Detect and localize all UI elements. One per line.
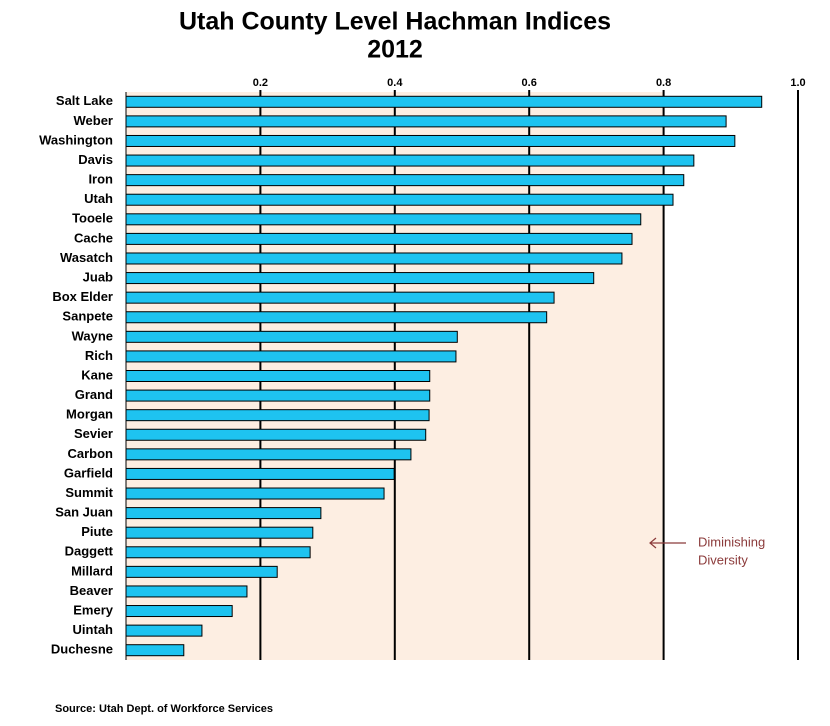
annotation: Diversity bbox=[698, 552, 748, 567]
y-tick-label: Carbon bbox=[68, 446, 114, 461]
bar bbox=[125, 389, 431, 402]
bar bbox=[125, 213, 642, 226]
bar bbox=[125, 467, 395, 480]
y-tick-label: Cache bbox=[74, 230, 113, 245]
chart-subtitle: 2012 bbox=[367, 36, 423, 64]
y-tick-label: Beaver bbox=[70, 583, 113, 598]
y-tick-label: Weber bbox=[74, 113, 114, 128]
bar bbox=[125, 291, 555, 304]
y-tick-label: Grand bbox=[75, 387, 113, 402]
bar bbox=[125, 330, 458, 343]
x-tick-label: 0.8 bbox=[656, 77, 671, 89]
x-tick-label: 1.0 bbox=[790, 77, 805, 89]
y-tick-label: Box Elder bbox=[52, 289, 113, 304]
chart-title: Utah County Level Hachman Indices bbox=[179, 8, 611, 36]
bar bbox=[125, 546, 311, 559]
bar bbox=[125, 115, 727, 128]
annotation-arrowhead bbox=[649, 537, 657, 549]
y-tick-label: Rich bbox=[85, 348, 113, 363]
y-tick-label: Millard bbox=[71, 563, 113, 578]
y-tick-label: San Juan bbox=[55, 505, 113, 520]
bar bbox=[125, 409, 430, 422]
bar bbox=[125, 370, 431, 382]
y-tick-label: Duchesne bbox=[51, 642, 113, 657]
y-tick-label: Iron bbox=[88, 172, 113, 187]
bar bbox=[125, 311, 548, 324]
y-tick-label: Sanpete bbox=[62, 309, 113, 324]
x-tick-label: 0.4 bbox=[387, 77, 403, 89]
y-tick-label: Emery bbox=[73, 602, 114, 617]
y-tick-label: Utah bbox=[84, 191, 113, 206]
bar bbox=[125, 350, 457, 363]
bar bbox=[125, 134, 736, 147]
y-tick-label: Garfield bbox=[64, 465, 113, 480]
bar bbox=[125, 428, 427, 441]
y-tick-label: Sevier bbox=[74, 426, 113, 441]
bar bbox=[125, 272, 595, 285]
bar bbox=[125, 507, 322, 520]
bar bbox=[125, 605, 233, 618]
y-tick-label: Daggett bbox=[65, 544, 114, 559]
bar bbox=[125, 526, 314, 539]
bar bbox=[125, 193, 674, 206]
bar bbox=[125, 624, 203, 637]
x-tick-label: 0.6 bbox=[522, 77, 537, 89]
bar bbox=[125, 154, 695, 167]
bar bbox=[125, 448, 412, 461]
y-tick-label: Wayne bbox=[72, 328, 113, 343]
bar bbox=[125, 565, 278, 578]
annotation: Diminishing bbox=[698, 534, 765, 549]
bar bbox=[125, 232, 633, 245]
bar bbox=[125, 487, 385, 500]
y-tick-label: Uintah bbox=[73, 622, 114, 637]
source: Source: Utah Dept. of Workforce Services bbox=[55, 703, 273, 715]
y-tick-label: Washington bbox=[39, 132, 113, 147]
y-tick-label: Davis bbox=[78, 152, 113, 167]
y-tick-label: Kane bbox=[81, 367, 113, 382]
y-tick-label: Wasatch bbox=[60, 250, 113, 265]
y-tick-label: Piute bbox=[81, 524, 113, 539]
bar bbox=[125, 585, 248, 598]
bar bbox=[125, 644, 185, 657]
bar bbox=[125, 252, 623, 265]
y-tick-label: Summit bbox=[65, 485, 113, 500]
bar bbox=[125, 95, 763, 108]
y-tick-label: Tooele bbox=[72, 211, 113, 226]
bar bbox=[125, 174, 685, 187]
y-tick-label: Juab bbox=[83, 270, 113, 285]
y-tick-label: Morgan bbox=[66, 407, 113, 422]
y-tick-label: Salt Lake bbox=[56, 93, 113, 108]
x-tick-label: 0.2 bbox=[253, 77, 268, 89]
